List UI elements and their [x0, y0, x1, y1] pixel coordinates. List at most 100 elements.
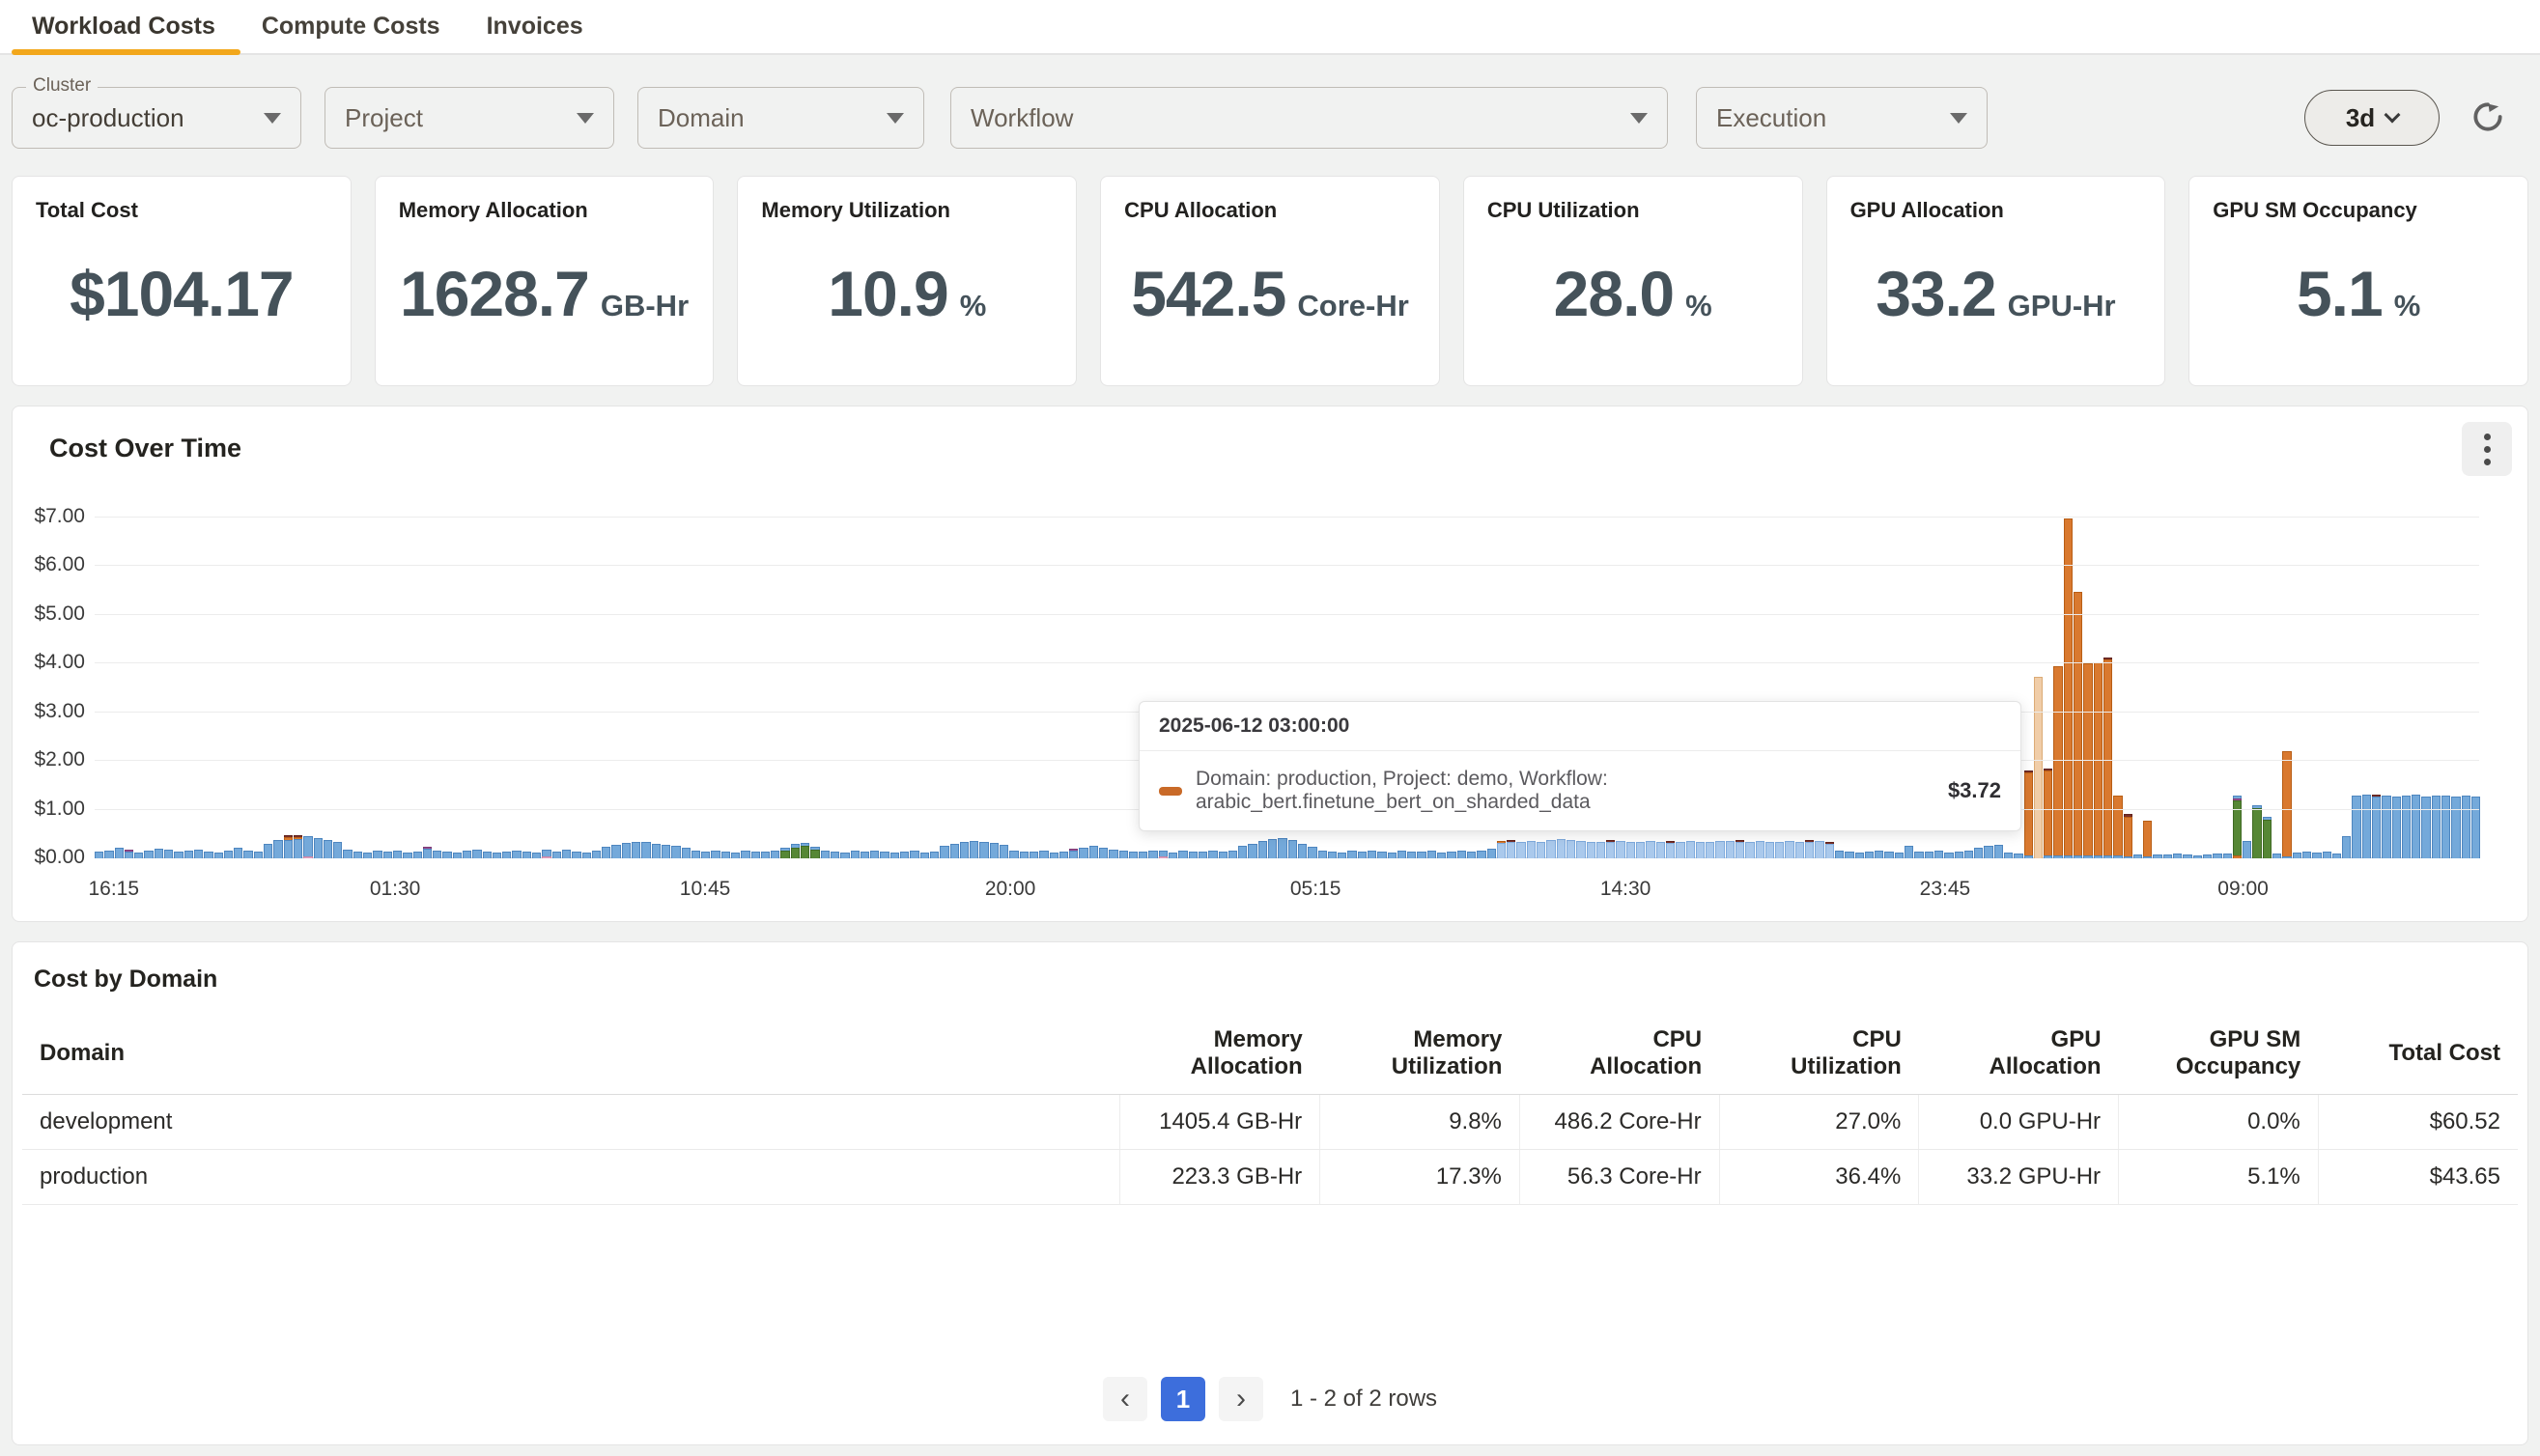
cost-bar[interactable]	[95, 852, 104, 858]
workflow-select[interactable]: Workflow	[950, 87, 1668, 149]
cost-bar[interactable]	[462, 851, 472, 858]
cost-bar[interactable]	[1725, 841, 1735, 858]
cost-bar[interactable]	[1566, 840, 1576, 858]
tab-compute-costs[interactable]: Compute Costs	[261, 13, 440, 40]
cost-bar[interactable]	[1178, 851, 1188, 858]
cost-bar[interactable]	[1139, 852, 1148, 858]
cost-bar[interactable]	[1794, 842, 1805, 858]
cost-bar[interactable]	[472, 850, 482, 858]
next-page-button[interactable]: ›	[1218, 1377, 1263, 1421]
cost-bar[interactable]	[790, 844, 801, 858]
cost-bar[interactable]	[1208, 851, 1218, 858]
cost-bar[interactable]	[780, 848, 790, 858]
cost-bar[interactable]	[522, 852, 532, 858]
cost-bar[interactable]	[482, 852, 492, 858]
cost-bar[interactable]	[1148, 851, 1158, 858]
project-select[interactable]: Project	[325, 87, 614, 149]
cost-bar[interactable]	[1158, 851, 1169, 858]
cost-bar[interactable]	[840, 853, 850, 858]
cost-bar[interactable]	[771, 851, 780, 858]
cost-bar[interactable]	[1884, 852, 1894, 858]
chart-menu-button[interactable]	[2462, 422, 2512, 476]
cost-bar[interactable]	[2222, 854, 2232, 858]
cost-bar[interactable]	[1466, 852, 1477, 858]
cost-bar[interactable]	[2262, 817, 2272, 858]
cost-bar[interactable]	[1665, 841, 1676, 858]
cost-bar[interactable]	[591, 851, 602, 858]
cost-bar[interactable]	[1098, 848, 1109, 858]
cost-bar[interactable]	[2132, 854, 2143, 858]
cost-bar[interactable]	[1864, 852, 1875, 858]
cost-bar[interactable]	[1009, 851, 1019, 858]
cost-bar[interactable]	[1537, 842, 1546, 858]
cost-bar[interactable]	[1706, 842, 1715, 858]
bars-layer[interactable]	[95, 503, 2481, 858]
cost-bar[interactable]	[144, 851, 154, 858]
cost-bar[interactable]	[1924, 852, 1933, 858]
cost-bar[interactable]	[940, 846, 949, 858]
cost-bar[interactable]	[283, 835, 293, 858]
cost-bar[interactable]	[1278, 838, 1287, 858]
cost-bar[interactable]	[2361, 795, 2371, 858]
cluster-select[interactable]: Cluster oc-production	[12, 75, 301, 149]
cost-bar[interactable]	[1397, 851, 1407, 858]
cost-bar[interactable]	[949, 844, 959, 858]
cost-bar[interactable]	[1745, 842, 1755, 858]
cost-bar[interactable]	[880, 852, 889, 858]
cost-bar[interactable]	[353, 852, 363, 858]
cost-bar[interactable]	[2421, 797, 2431, 858]
cost-bar[interactable]	[970, 841, 979, 858]
cost-bar[interactable]	[661, 845, 671, 858]
refresh-button[interactable]	[2469, 98, 2507, 137]
cost-bar[interactable]	[1586, 842, 1595, 858]
cost-bar[interactable]	[1058, 852, 1069, 858]
cost-bar[interactable]	[671, 846, 681, 858]
cost-bar[interactable]	[561, 850, 572, 858]
cost-bar[interactable]	[124, 850, 134, 858]
cost-bar[interactable]	[1338, 853, 1347, 858]
cost-bar[interactable]	[1287, 840, 1297, 858]
cost-bar[interactable]	[1088, 846, 1098, 858]
cost-bar[interactable]	[2461, 796, 2470, 858]
cost-bar[interactable]	[403, 853, 412, 858]
cost-bar[interactable]	[1695, 842, 1706, 858]
cost-bar[interactable]	[1218, 852, 1228, 858]
cost-bar[interactable]	[959, 842, 970, 858]
cost-bar[interactable]	[979, 842, 989, 858]
cost-bar[interactable]	[820, 851, 830, 858]
cost-bar[interactable]	[810, 847, 820, 858]
cost-bar[interactable]	[889, 853, 900, 858]
cost-bar[interactable]	[2053, 666, 2063, 858]
cost-bar[interactable]	[989, 843, 1000, 858]
cost-bar[interactable]	[2202, 854, 2213, 858]
cost-bar[interactable]	[1317, 851, 1327, 858]
cost-bar[interactable]	[2192, 855, 2202, 858]
cost-bar[interactable]	[1974, 848, 1984, 858]
cost-bar[interactable]	[1735, 840, 1745, 858]
cost-bar[interactable]	[323, 840, 333, 858]
cost-bar[interactable]	[2074, 592, 2083, 858]
cost-bar[interactable]	[731, 853, 741, 858]
cost-bar[interactable]	[2063, 518, 2074, 858]
cost-bar[interactable]	[442, 852, 452, 858]
cost-bar[interactable]	[164, 850, 174, 858]
cost-bar[interactable]	[910, 851, 919, 858]
cost-bar[interactable]	[1228, 851, 1238, 858]
cost-bar[interactable]	[234, 848, 243, 858]
cost-bar[interactable]	[1775, 842, 1785, 858]
cost-bar[interactable]	[602, 847, 611, 858]
cost-bar[interactable]	[681, 848, 691, 858]
cost-bar[interactable]	[621, 843, 632, 858]
cost-bar[interactable]	[1507, 840, 1516, 858]
cost-bar[interactable]	[1169, 853, 1178, 858]
cost-bar[interactable]	[213, 853, 223, 858]
cost-bar[interactable]	[1646, 841, 1655, 858]
cost-bar[interactable]	[433, 851, 442, 858]
tab-workload-costs[interactable]: Workload Costs	[32, 13, 215, 40]
execution-select[interactable]: Execution	[1696, 87, 1988, 149]
cost-bar[interactable]	[253, 852, 264, 858]
cost-bar[interactable]	[1845, 852, 1854, 858]
cost-bar[interactable]	[1128, 852, 1139, 858]
cost-bar[interactable]	[720, 852, 730, 858]
cost-bar[interactable]	[1905, 846, 1914, 858]
